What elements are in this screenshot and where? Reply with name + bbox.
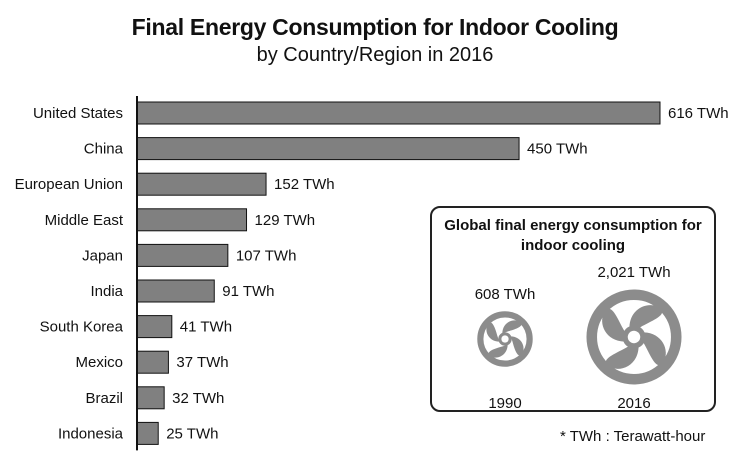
bar xyxy=(136,172,267,196)
bar xyxy=(136,137,520,161)
bars-group: United States 616 TWh China 450 TWh European… xyxy=(15,101,729,445)
footnote: * TWh : Terawatt-hour xyxy=(560,428,706,445)
fan-item-1990: 608 TWh 1990 xyxy=(460,286,550,412)
fan-blade xyxy=(502,320,522,334)
value-label: 91 TWh xyxy=(222,283,274,300)
fan-value-label: 2,021 TWh xyxy=(597,264,671,281)
value-label: 37 TWh xyxy=(176,354,228,371)
category-label: European Union xyxy=(15,176,123,193)
fan-value-label: 608 TWh xyxy=(474,286,536,303)
value-label: 450 TWh xyxy=(527,141,588,158)
value-label: 107 TWh xyxy=(236,247,297,264)
fan-blade xyxy=(486,322,500,342)
value-label: 25 TWh xyxy=(166,425,218,442)
chart-title: Final Energy Consumption for Indoor Cool… xyxy=(131,14,619,40)
category-label: Mexico xyxy=(75,354,123,371)
chart-subtitle: by Country/Region in 2016 xyxy=(256,44,494,66)
fan-icon xyxy=(477,311,533,367)
inset-title: Global final energy consumption for indo… xyxy=(444,217,702,254)
value-label: 616 TWh xyxy=(668,105,729,122)
fan-hub-center xyxy=(501,335,509,343)
category-label: South Korea xyxy=(40,319,124,336)
global-consumption-inset: Global final energy consumption for indo… xyxy=(430,206,716,412)
fan-blade xyxy=(606,344,639,369)
fan-icon xyxy=(586,289,682,385)
value-label: 41 TWh xyxy=(180,319,232,336)
category-label: China xyxy=(84,141,124,158)
fan-blade xyxy=(602,309,627,342)
fan-year-label: 1990 xyxy=(488,395,522,412)
category-label: Indonesia xyxy=(58,425,124,442)
fan-blade xyxy=(510,336,524,356)
bar xyxy=(136,279,215,303)
fan-blade xyxy=(488,344,508,358)
bar xyxy=(136,101,661,125)
fan-blade xyxy=(629,305,662,330)
bar xyxy=(136,350,169,374)
fan-year-label: 2016 xyxy=(617,395,651,412)
category-label: Japan xyxy=(82,247,123,264)
fan-blade xyxy=(641,332,666,365)
category-label: Middle East xyxy=(45,212,124,229)
value-label: 32 TWh xyxy=(172,390,224,407)
fan-hub-center xyxy=(627,330,641,344)
bar xyxy=(136,421,159,445)
bar xyxy=(136,315,173,339)
fan-item-2016: 2,021 TWh 2016 xyxy=(574,264,694,412)
category-label: Brazil xyxy=(85,390,123,407)
bar xyxy=(136,208,248,232)
category-label: India xyxy=(90,283,123,300)
value-label: 152 TWh xyxy=(274,176,335,193)
bar xyxy=(136,386,165,410)
value-label: 129 TWh xyxy=(255,212,316,229)
category-label: United States xyxy=(33,105,123,122)
bar xyxy=(136,243,229,267)
